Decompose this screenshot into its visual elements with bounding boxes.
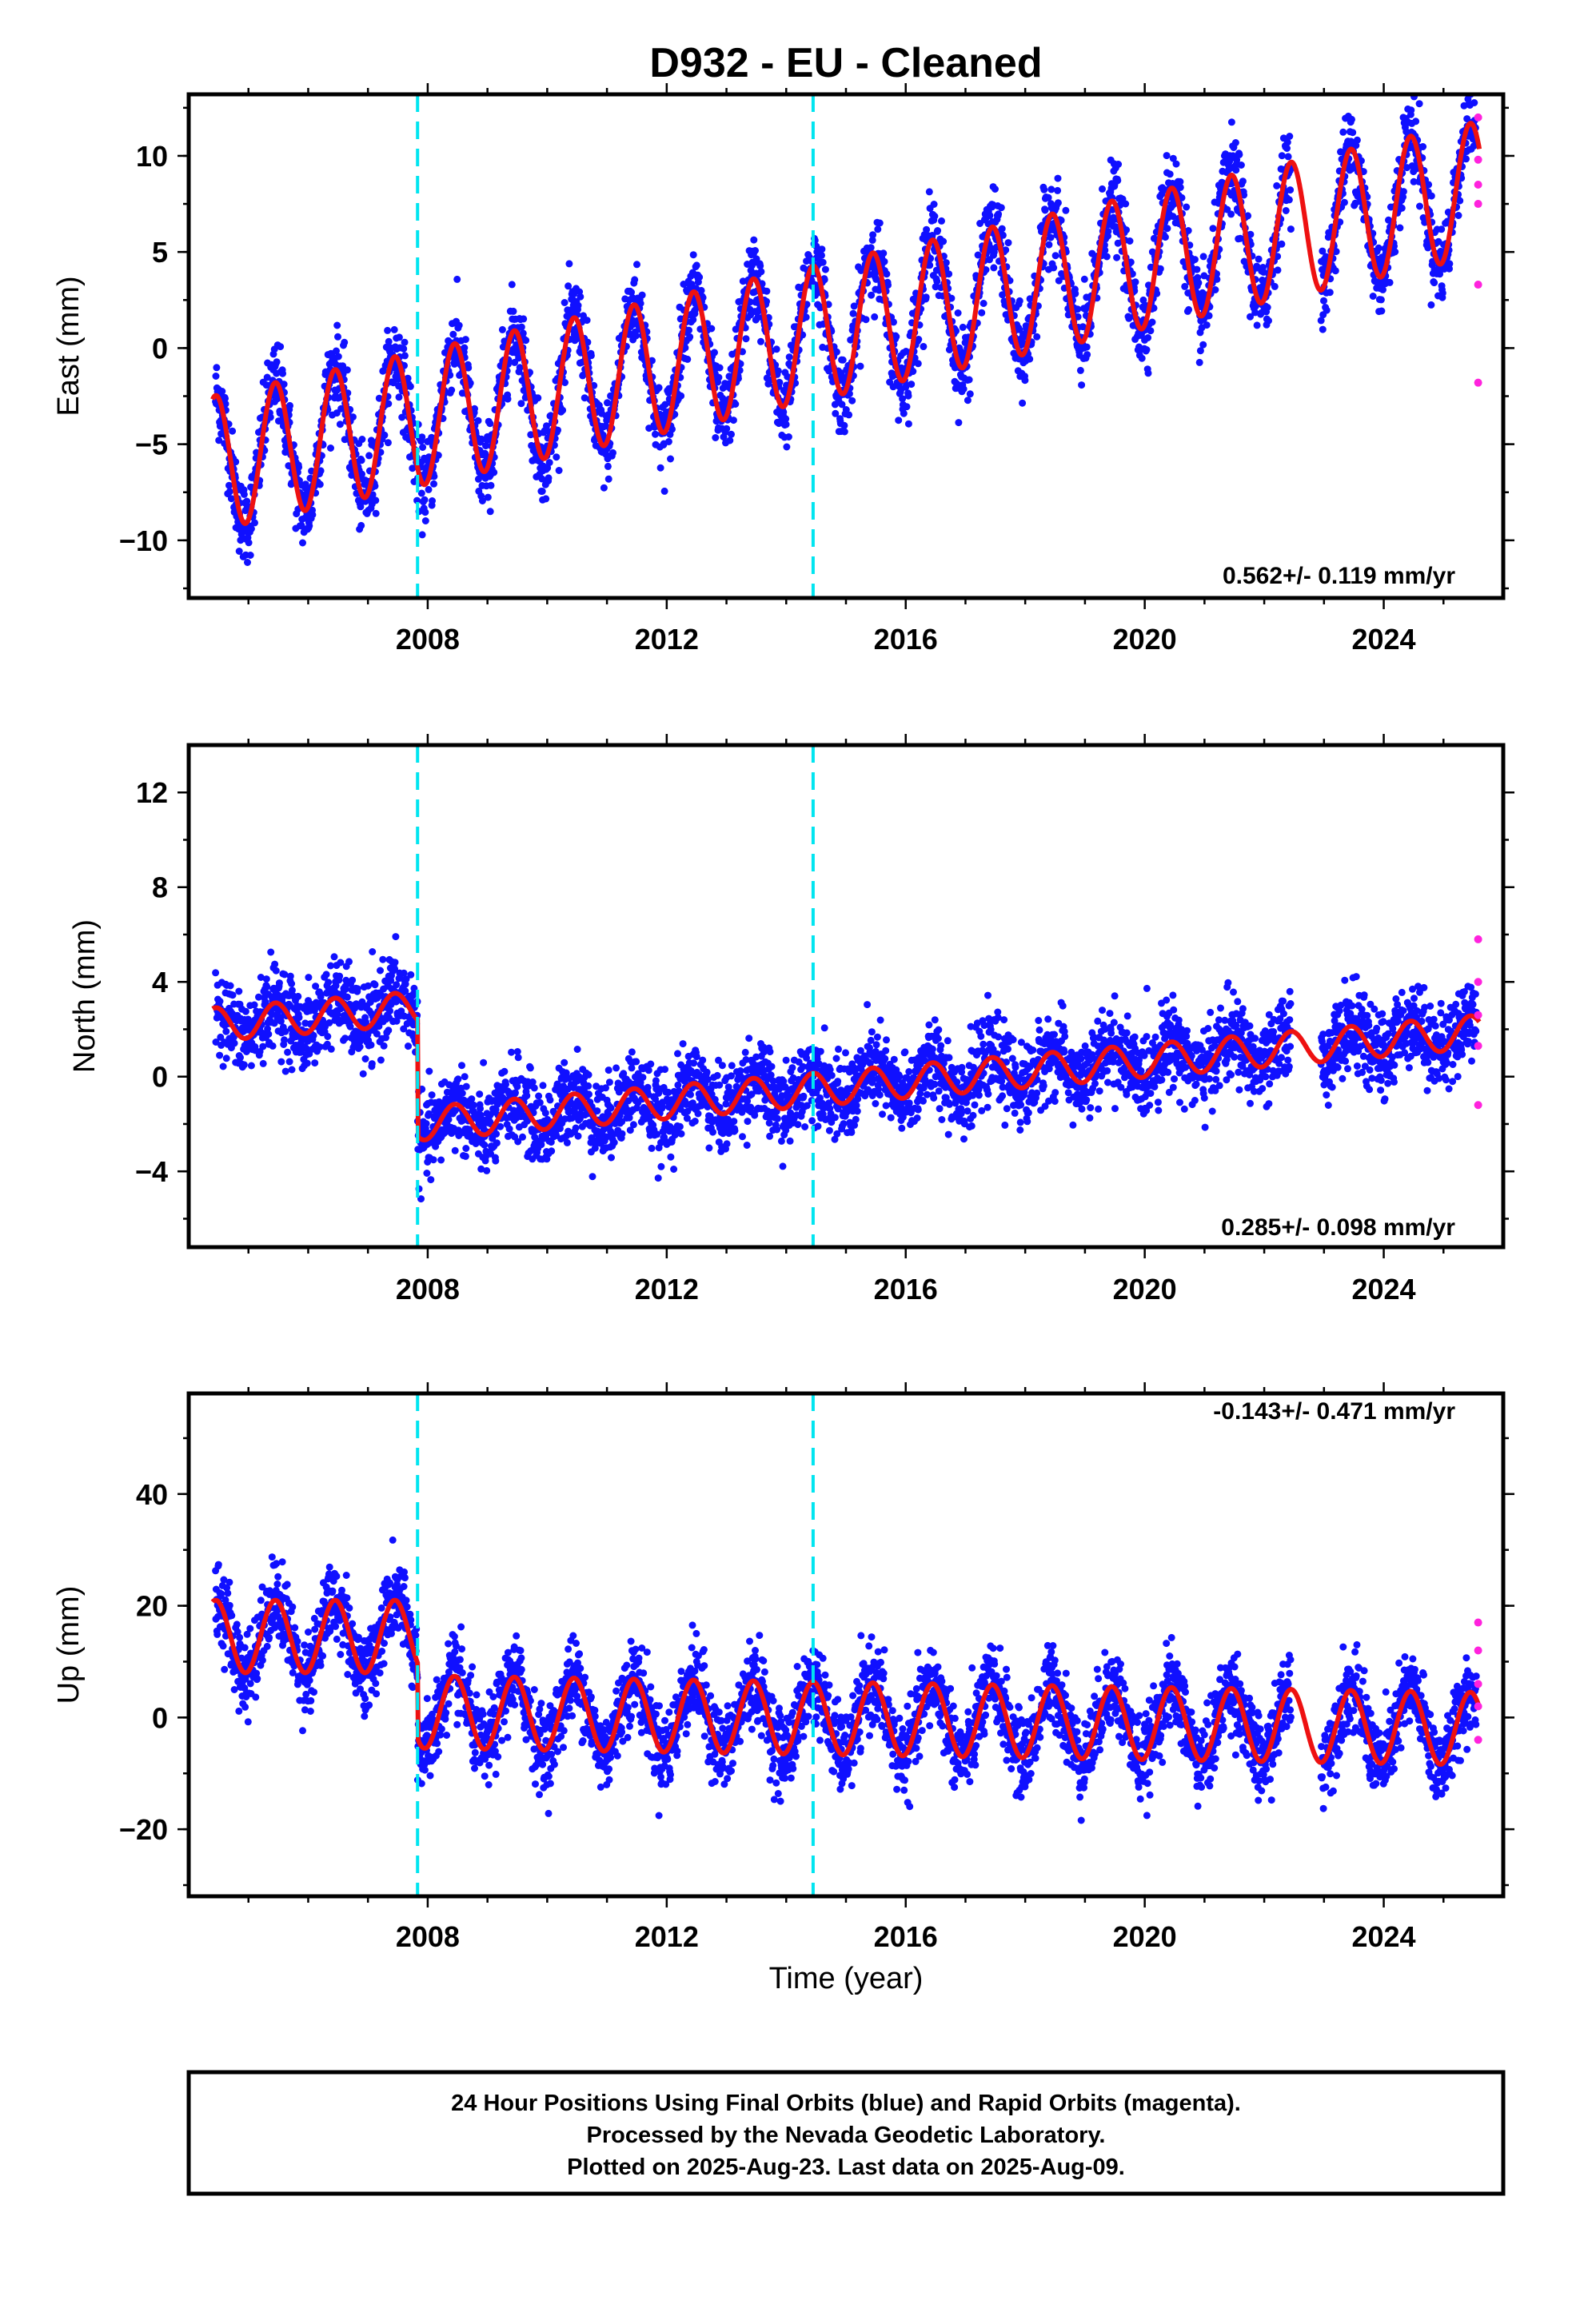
rapid-point [1474,1736,1482,1744]
x-tick-label: 2024 [1351,1273,1415,1306]
y-axis-label: Up (mm) [52,1586,86,1704]
rapid-point [1474,155,1482,164]
y-tick-label: 12 [136,776,168,809]
x-tick-label: 2008 [396,1920,460,1953]
x-axis-label: Time (year) [769,1962,924,1995]
rapid-point [1474,1011,1482,1019]
panel-east: 2008 2012 2016 2020 2024 −10 −5 0 5 10 East (mm) 0.… [52,83,1514,656]
y-tick-label: 0 [152,332,168,365]
y-tick-label: 0 [152,1701,168,1734]
model-fit-line [211,991,1482,1142]
y-tick-label: −10 [119,524,168,557]
rapid-point [1474,978,1482,987]
x-tick-label: 2008 [396,1273,460,1306]
final-orbit-scatter [212,933,1480,1203]
chart-title: D932 - EU - Cleaned [649,40,1042,86]
x-tick-label: 2012 [635,623,699,656]
final-orbit-scatter [212,1536,1480,1824]
rapid-orbit-points [1474,935,1482,1110]
y-tick-label: −5 [135,429,168,461]
y-tick-label: −4 [135,1155,168,1188]
x-tick-label: 2024 [1351,1920,1415,1953]
footer-line-2: Processed by the Nevada Geodetic Laborat… [587,2123,1106,2148]
panel-up: 2008 2012 2016 2020 2024 −20 0 20 40 Up (mm) -0.14… [52,1382,1514,1995]
y-axis-label: North (mm) [68,919,102,1073]
x-tick-label: 2024 [1351,623,1415,656]
rapid-orbit-points [1474,1618,1482,1744]
final-orbit-points [212,1536,1480,1824]
x-tick-label: 2008 [396,623,460,656]
footer-line-3: Plotted on 2025-Aug-23. Last data on 202… [567,2155,1125,2180]
rapid-point [1474,181,1482,189]
rate-label: 0.562+/- 0.119 mm/yr [1223,563,1455,589]
footer-box: 24 Hour Positions Using Final Orbits (bl… [186,2070,1506,2196]
x-tick-label: 2016 [874,1920,938,1953]
rate-label: 0.285+/- 0.098 mm/yr [1221,1214,1455,1241]
x-tick-label: 2016 [874,1273,938,1306]
x-tick-label: 2016 [874,623,938,656]
x-tick-label: 2012 [635,1920,699,1953]
rate-label: -0.143+/- 0.471 mm/yr [1213,1398,1455,1425]
footer-line-1: 24 Hour Positions Using Final Orbits (bl… [451,2091,1241,2116]
y-tick-label: 5 [152,236,168,269]
panel-north: 2008 2012 2016 2020 2024 −4 0 4 8 12 North (mm) 0.2… [68,734,1514,1306]
y-tick-label: −20 [119,1813,168,1846]
rapid-point [1474,113,1482,122]
y-tick-label: 0 [152,1061,168,1094]
x-tick-label: 2020 [1113,623,1177,656]
rapid-point [1474,1042,1482,1050]
y-tick-label: 4 [152,966,168,999]
rapid-point [1474,1101,1482,1110]
footer-frame [186,2070,1506,2196]
rapid-point [1474,1702,1482,1711]
y-axis-label: East (mm) [52,276,86,416]
rapid-point [1474,281,1482,289]
final-orbit-points [212,94,1480,566]
x-tick-label: 2012 [635,1273,699,1306]
rapid-point [1474,1680,1482,1688]
final-orbit-points [212,933,1480,1203]
rapid-point [1474,1618,1482,1627]
y-tick-label: 20 [136,1590,168,1623]
y-tick-label: 8 [152,871,168,904]
x-tick-label: 2020 [1113,1273,1177,1306]
model-fit-line [210,121,1482,526]
rapid-point [1474,378,1482,387]
rapid-point [1474,1646,1482,1655]
model-fit-line [210,1597,1482,1768]
rapid-point [1474,935,1482,943]
final-orbit-scatter [212,94,1480,566]
y-tick-label: 40 [136,1478,168,1511]
x-tick-label: 2020 [1113,1920,1177,1953]
y-tick-label: 10 [136,140,168,173]
rapid-orbit-points [1474,113,1482,387]
rapid-point [1474,200,1482,209]
